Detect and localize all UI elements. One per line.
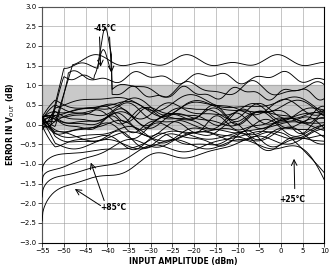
Text: -45°C: -45°C <box>94 24 117 33</box>
Text: +85°C: +85°C <box>101 202 127 212</box>
Text: +25°C: +25°C <box>279 195 305 204</box>
Bar <box>42 85 324 129</box>
Y-axis label: ERROR IN V$_{OUT}$ (dB): ERROR IN V$_{OUT}$ (dB) <box>4 83 17 166</box>
X-axis label: INPUT AMPLITUDE (dBm): INPUT AMPLITUDE (dBm) <box>129 257 237 266</box>
